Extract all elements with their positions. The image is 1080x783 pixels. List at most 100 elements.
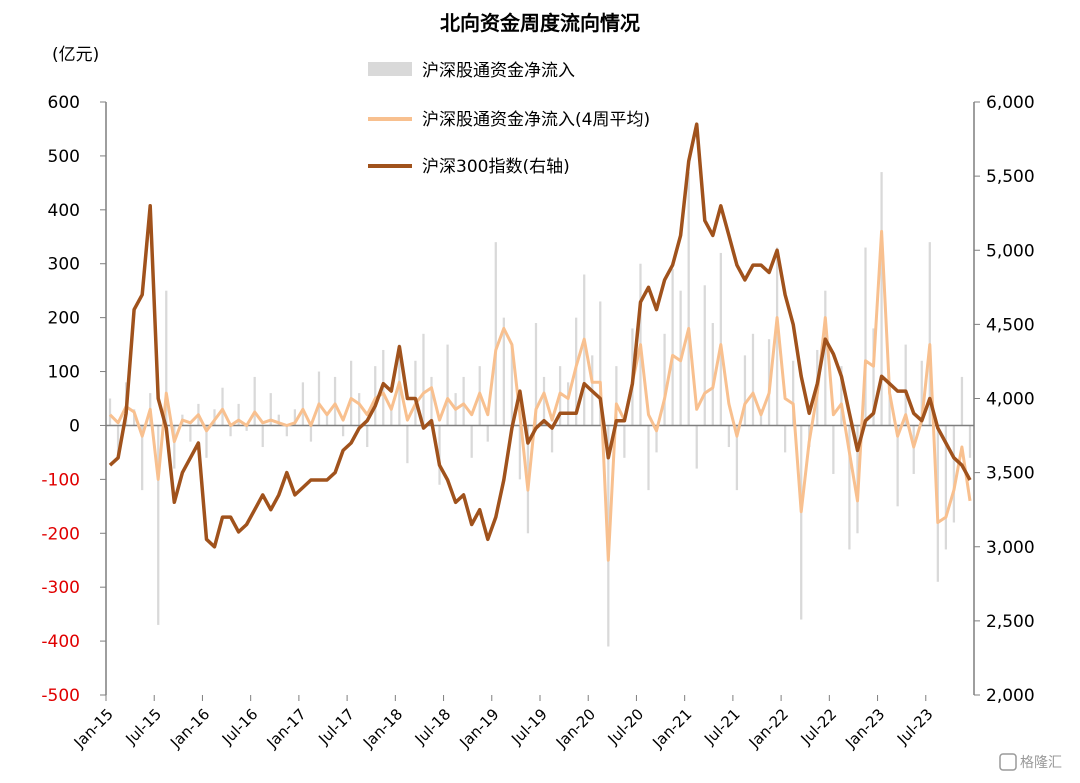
flow-bar (189, 425, 192, 442)
flow-bar (840, 366, 843, 426)
x-tick-label: Jul-23 (893, 705, 937, 749)
avg-line (108, 229, 972, 562)
flow-bar (583, 274, 586, 426)
legend-label-avg: 沪深股通资金净流入(4周平均) (422, 110, 650, 130)
left-tick-label: 400 (48, 201, 80, 221)
flow-bar (221, 387, 224, 426)
watermark-text: 格隆汇 (1020, 755, 1062, 771)
flow-bar (872, 328, 875, 426)
x-tick-label: Jan-19 (455, 705, 502, 752)
x-tick-label: Jul-17 (314, 705, 358, 749)
left-tick-label: 200 (48, 309, 80, 329)
flow-bar (229, 425, 232, 437)
x-tick-label: Jul-20 (604, 705, 648, 749)
legend-swatch-bars (368, 62, 412, 76)
flow-bar (374, 366, 377, 426)
flow-bar (406, 425, 409, 464)
flow-bar (325, 414, 329, 426)
flow-bar (438, 425, 441, 485)
right-tick-label: 3,000 (986, 538, 1035, 558)
right-tick-label: 2,000 (986, 686, 1035, 706)
right-tick-label: 4,000 (986, 390, 1035, 410)
flow-bar (968, 425, 972, 458)
flow-bar (623, 425, 626, 458)
x-tick-label: Jan-22 (745, 705, 792, 752)
flow-bar (446, 344, 449, 426)
flow-bar (864, 247, 867, 426)
flow-bar (213, 409, 216, 426)
flow-bar (133, 409, 136, 426)
flow-bar (309, 425, 313, 442)
flow-bar (912, 425, 915, 474)
flow-bar (542, 376, 546, 426)
watermark: 格隆汇 (999, 753, 1062, 771)
flow-bar (341, 425, 345, 437)
flow-bar (904, 344, 907, 426)
flow-bar (237, 403, 240, 426)
flow-bar (832, 425, 835, 474)
left-tick-label: 600 (48, 93, 80, 113)
x-tick-label: Jul-15 (121, 705, 165, 749)
y-axis-unit: (亿元) (52, 45, 99, 65)
flow-bar (261, 425, 264, 448)
flow-bar (888, 382, 891, 426)
flow-bar (108, 398, 112, 426)
left-tick-label: -400 (41, 632, 80, 652)
flow-bar (390, 409, 393, 426)
flow-bar (333, 376, 337, 426)
x-tick-label: Jan-20 (552, 705, 599, 752)
flow-bar (735, 425, 739, 491)
x-tick-label: Jan-23 (841, 705, 888, 752)
flow-bar (430, 376, 433, 426)
flow-bar (711, 323, 714, 426)
right-tick-label: 5,000 (986, 241, 1035, 261)
flow-bar (253, 376, 256, 426)
x-tick-label: Jan-21 (648, 705, 695, 752)
flow-bar (285, 425, 288, 437)
flow-bar (422, 333, 425, 426)
left-tick-labels: 600 500 400 300 200 100 0 -100 -200 -300 -400 -500 (41, 93, 106, 706)
flow-bar (800, 425, 803, 620)
flow-bar (751, 333, 755, 426)
flow-bar (301, 382, 305, 426)
flow-bar (462, 376, 465, 426)
x-tick-label: Jul-21 (700, 705, 744, 749)
flow-bar (366, 425, 369, 448)
left-tick-label: -200 (41, 524, 80, 544)
watermark-logo-icon (999, 753, 1017, 771)
flow-bar (920, 360, 923, 426)
flow-bar (116, 425, 120, 458)
flow-bar (944, 425, 947, 550)
flow-bar (510, 344, 513, 426)
flow-bar (703, 285, 706, 426)
flow-bar (567, 382, 570, 426)
flow-bar (759, 409, 763, 426)
flow-bar (896, 425, 899, 507)
x-tick-label: Jan-15 (70, 705, 117, 752)
flow-bar (502, 317, 505, 426)
flow-bar (245, 425, 248, 431)
flow-bar (792, 360, 795, 426)
flow-bar (687, 172, 690, 426)
flow-bar (928, 242, 931, 426)
left-tick-label: 100 (48, 363, 80, 383)
x-tick-label: Jan-17 (263, 705, 310, 752)
flow-bar (269, 393, 272, 426)
flow-bar (784, 425, 787, 453)
flow-bar (293, 409, 296, 426)
flow-bar (350, 360, 353, 426)
flow-bar (317, 371, 321, 426)
flow-bar (470, 425, 473, 458)
x-tick-label: Jan-18 (359, 705, 406, 752)
left-tick-label: 0 (69, 416, 80, 436)
flow-bar (615, 366, 618, 426)
flow-bar (960, 376, 964, 426)
flow-bar (358, 393, 361, 426)
left-tick-label: 500 (48, 147, 80, 167)
x-tick-label: Jan-16 (166, 705, 213, 752)
flow-bar (599, 301, 602, 426)
flow-bar (719, 252, 722, 426)
legend-label-index: 沪深300指数(右轴) (422, 157, 570, 177)
flow-bar (173, 425, 176, 469)
flow-bar (655, 425, 658, 453)
